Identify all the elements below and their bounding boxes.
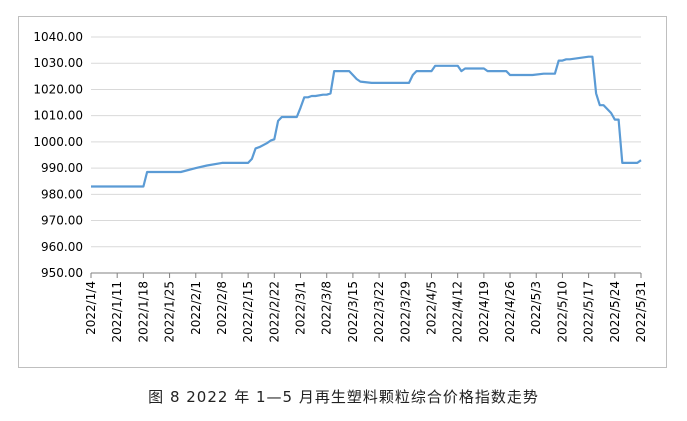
y-tick-label: 980.00: [41, 187, 83, 201]
y-tick-label: 1030.00: [33, 56, 83, 70]
series-line: [91, 55, 642, 188]
x-tick-label: 2022/2/22: [267, 281, 281, 343]
x-tick-label: 2022/1/11: [110, 281, 124, 343]
x-tick-label: 2022/3/22: [372, 281, 386, 343]
y-tick-label: 1020.00: [33, 82, 83, 96]
x-tick-label: 2022/3/8: [320, 281, 334, 335]
x-tick-label: 2022/4/5: [424, 281, 438, 335]
y-tick-label: 960.00: [41, 240, 83, 254]
price-index-line-chart: 950.00 960.00 970.00 980.00 990.00 1000.00 101…: [33, 30, 648, 343]
y-tick-label: 970.00: [41, 214, 83, 228]
x-tick-label: 2022/5/10: [555, 281, 569, 343]
y-tick-label: 990.00: [41, 161, 83, 175]
gridlines: [91, 36, 641, 248]
x-tick-label: 2022/1/18: [136, 281, 150, 343]
y-tick-label: 1010.00: [33, 109, 83, 123]
y-tick-label: 1040.00: [33, 30, 83, 44]
x-tick-label: 2022/5/24: [608, 281, 622, 343]
x-tick-label: 2022/5/17: [582, 281, 596, 343]
x-tick-label: 2022/4/19: [477, 281, 491, 343]
x-tick-label: 2022/4/26: [503, 281, 517, 343]
x-tick-label: 2022/2/15: [241, 281, 255, 343]
figure-caption: 图 8 2022 年 1—5 月再生塑料颗粒综合价格指数走势: [148, 388, 539, 406]
x-tick-label: 2022/2/1: [189, 281, 203, 335]
x-tick-label: 2022/3/15: [346, 281, 360, 343]
y-axis-ticks: 950.00 960.00 970.00 980.00 990.00 1000.00 101…: [33, 30, 83, 280]
x-tick-label: 2022/2/8: [215, 281, 229, 335]
x-tick-label: 2022/1/4: [84, 281, 98, 335]
x-tick-label: 2022/1/25: [163, 281, 177, 343]
y-tick-label: 950.00: [41, 266, 83, 280]
plot-area: [91, 55, 642, 188]
x-tick-label: 2022/4/12: [451, 281, 465, 343]
x-tick-label: 2022/3/29: [398, 281, 412, 343]
x-tick-label: 2022/3/1: [294, 281, 308, 335]
x-axis: 2022/1/4 2022/1/11 2022/1/18 2022/1/25 2022/…: [84, 272, 648, 343]
chart-frame: 950.00 960.00 970.00 980.00 990.00 1000.00 101…: [18, 16, 667, 368]
y-tick-label: 1000.00: [33, 135, 83, 149]
x-tick-label: 2022/5/3: [529, 281, 543, 335]
x-tick-label: 2022/5/31: [634, 281, 648, 343]
